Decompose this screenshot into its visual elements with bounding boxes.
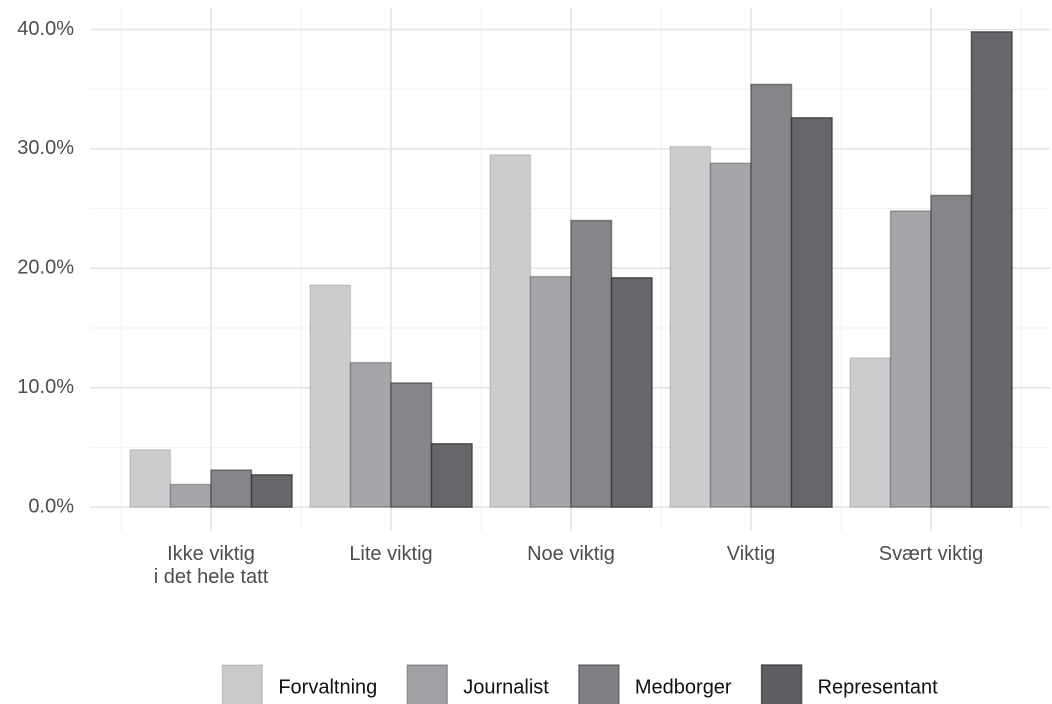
x-tick-label: Viktig [726,543,776,565]
y-tick-label: 40.0% [17,18,74,40]
bar [849,357,892,508]
x-tick-label: Svært viktig [878,543,984,565]
bar [390,382,433,508]
legend-label: Medborger [635,676,732,698]
bar [790,117,833,508]
legend-label: Representant [818,676,939,698]
bar [309,284,352,508]
x-tick-label: Noe viktig [527,543,615,565]
y-tick-label: 0.0% [28,495,74,517]
bar [970,31,1013,508]
y-tick-label: 10.0% [17,376,74,398]
bar [669,145,712,508]
bar [489,154,532,508]
legend-label: Journalist [463,676,549,698]
bar [430,443,473,508]
x-tick-label: Ikke viktig i det hele tatt [153,543,269,588]
bar [889,210,932,508]
y-tick-label: 20.0% [17,257,74,279]
legend-label: Forvaltning [278,676,377,698]
bar [129,449,172,508]
bar [349,361,392,508]
x-tick-label: Lite viktig [349,543,433,565]
bar [750,83,793,508]
legend-swatch [578,664,620,704]
bar [529,275,572,508]
bar [250,474,293,508]
bar [610,277,653,508]
bar [709,162,752,508]
bar [210,469,253,508]
legend-swatch [760,664,803,704]
bar [169,483,212,508]
bar [570,219,613,508]
legend-swatch [406,664,449,704]
legend-swatch [221,664,264,704]
bar [930,194,973,508]
y-tick-label: 30.0% [17,137,74,159]
